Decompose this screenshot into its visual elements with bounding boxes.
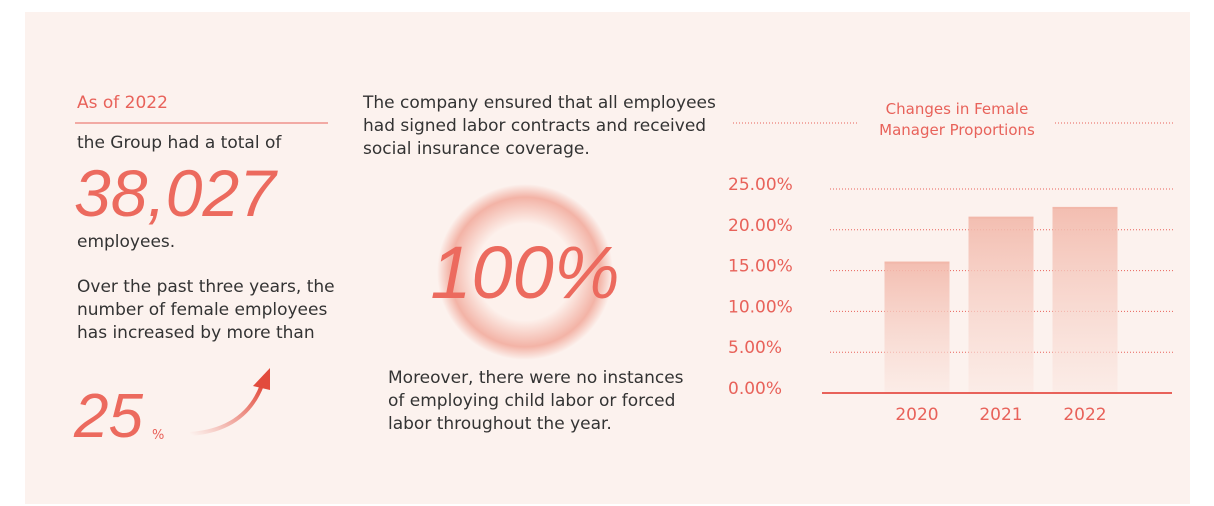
bar xyxy=(968,216,1034,393)
halo xyxy=(437,184,613,360)
bar-top xyxy=(884,261,950,264)
x-tick-label: 2022 xyxy=(1063,405,1106,425)
x-tick-label: 2020 xyxy=(895,405,938,425)
growth-unit: % xyxy=(152,428,165,443)
heading: As of 2022 xyxy=(77,93,168,113)
y-tick-label: 25.00% xyxy=(728,175,793,195)
intro: the Group had a total of xyxy=(77,133,282,153)
y-tick-label: 20.00% xyxy=(728,216,793,236)
coverage: 100% xyxy=(430,231,620,314)
y-tick-label: 10.00% xyxy=(728,297,793,317)
x-tick-label: 2021 xyxy=(979,405,1022,425)
total: 38,027 xyxy=(74,156,276,230)
top-text: The company ensured that all employees h… xyxy=(363,93,716,159)
arrow xyxy=(189,384,264,436)
chart-title: Changes in Female Manager Proportions xyxy=(879,100,1035,139)
bottom-text: Moreover, there were no instances of emp… xyxy=(388,368,684,434)
bar-top xyxy=(968,216,1034,219)
total-unit: employees. xyxy=(77,232,176,252)
y-tick-label: 0.00% xyxy=(728,379,782,399)
bar-top xyxy=(1052,206,1118,209)
arrow-head xyxy=(253,368,270,390)
y-tick-label: 5.00% xyxy=(728,338,782,358)
bar xyxy=(884,261,950,393)
bar xyxy=(1052,206,1118,393)
growth-text: Over the past three years, the number of… xyxy=(77,277,335,343)
growth: 25 xyxy=(74,382,143,451)
y-tick-label: 15.00% xyxy=(728,257,793,277)
